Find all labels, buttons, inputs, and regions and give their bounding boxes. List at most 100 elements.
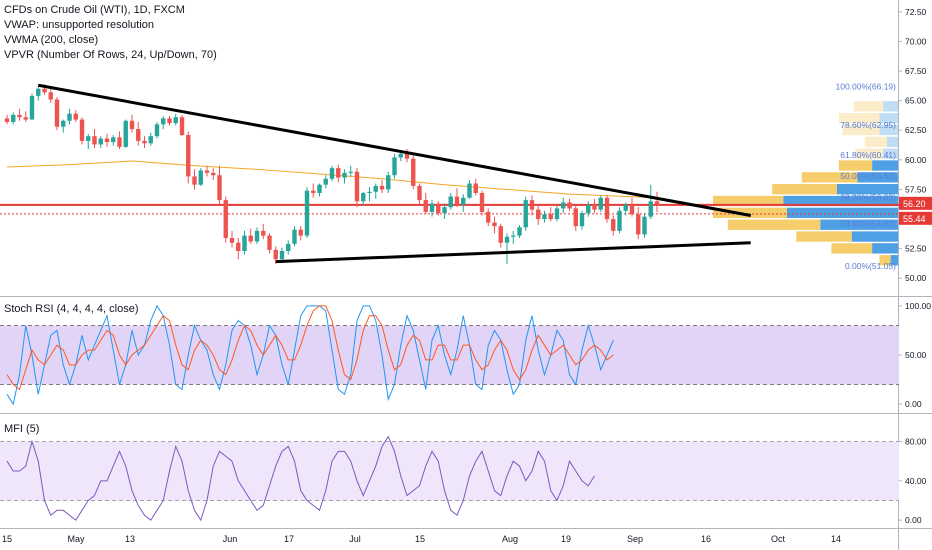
mfi-line [6, 435, 595, 522]
fib-level-label: 23.60%(54.62) [840, 219, 896, 229]
candle-body [104, 138, 110, 143]
time-axis-label: Sep [627, 534, 643, 544]
candle-body [386, 175, 391, 190]
candle-body [123, 120, 128, 147]
volume-profile-down-bar [879, 124, 898, 136]
mfi-tick-label: 0.00 [905, 515, 922, 525]
fib-level-label: 78.60%(62.95) [840, 120, 896, 130]
candle-body [654, 201, 660, 205]
candle-body [404, 153, 410, 159]
candle-body [617, 210, 622, 231]
volume-profile-down-bar [879, 112, 898, 124]
candle-body [279, 251, 285, 260]
candle-body [173, 117, 178, 124]
candle-body [42, 88, 47, 93]
fib-level-label: 38.20%(56.83) [840, 192, 896, 202]
candle-body [217, 175, 222, 201]
candle-body [586, 204, 591, 214]
candle-body [161, 118, 166, 125]
candle-body [554, 208, 560, 220]
candle-body [254, 230, 260, 242]
candle-body [298, 229, 303, 236]
candle-body [454, 196, 460, 205]
candle-body [248, 235, 253, 242]
candle-body [361, 192, 366, 202]
price-tick-label: 57.50 [905, 184, 927, 194]
candle-body [79, 119, 85, 141]
candle-body [423, 200, 428, 212]
candle-body [642, 216, 647, 235]
time-axis-label: Jul [349, 534, 361, 544]
candle-body [92, 136, 97, 145]
candle-body [611, 219, 616, 231]
price-tick-label: 50.00 [905, 273, 927, 283]
candle-body [629, 204, 635, 215]
volume-profile-down-bar [890, 255, 898, 266]
price-tick-label: 52.50 [905, 244, 927, 254]
stoch-rsi-legend[interactable]: Stoch RSI (4, 4, 4, 4, close) [4, 303, 139, 315]
candle-body [417, 185, 422, 201]
mfi-legend[interactable]: MFI (5) [4, 423, 40, 435]
candle-body [573, 208, 578, 227]
fib-level-label: 100.00%(66.19) [836, 82, 897, 92]
candle-body [142, 140, 147, 144]
symbol-title[interactable]: CFDs on Crude Oil (WTI), 1D, FXCM [4, 4, 185, 16]
volume-profile-up-bar [713, 195, 784, 207]
candle-body [561, 202, 566, 209]
volume-profile-up-bar [772, 184, 837, 195]
vwap-legend[interactable]: VWAP: unsupported resolution [4, 19, 155, 31]
time-axis-label: May [67, 534, 85, 544]
candle-body [211, 172, 216, 176]
triangle-trendline [37, 83, 752, 217]
vwma-legend[interactable]: VWMA (200, close) [4, 34, 99, 46]
stoch-rsi-d-line [6, 305, 614, 391]
price-tick-label: 65.00 [905, 96, 927, 106]
candle-body [379, 185, 385, 190]
candle-body [373, 185, 378, 192]
vpvr-legend[interactable]: VPVR (Number Of Rows, 24, Up/Down, 70) [4, 49, 217, 61]
candle-body [23, 117, 28, 120]
volume-profile-up-bar [801, 172, 858, 183]
price-label-box [899, 196, 932, 210]
candle-body [61, 120, 66, 127]
candle-body [436, 203, 441, 214]
candle-body [598, 197, 603, 210]
candle-body [636, 214, 641, 235]
candle-body [529, 200, 535, 210]
candle-body [273, 249, 278, 260]
fib-level-label: 0.00%(51.05) [845, 261, 896, 271]
volume-profile-down-bar [851, 231, 898, 242]
time-axis-label: Aug [502, 534, 518, 544]
volume-profile-up-bar [864, 136, 887, 147]
candle-body [167, 118, 172, 124]
candle-body [267, 235, 272, 250]
candle-body [461, 197, 466, 205]
candle-body [498, 226, 503, 243]
candle-body [486, 211, 491, 223]
candle-body [523, 200, 528, 228]
volume-profile-down-bar [783, 195, 898, 207]
volume-profile-up-bar [727, 219, 821, 230]
candle-body [354, 171, 360, 202]
candle-body [342, 172, 347, 178]
main-pane-legend: CFDs on Crude Oil (WTI), 1D, FXCM VWAP: … [4, 3, 217, 63]
candle-body [236, 242, 241, 252]
candle-body [67, 113, 72, 121]
candle-body [623, 204, 628, 211]
candle-body [304, 190, 310, 236]
time-axis-label: Oct [771, 534, 786, 544]
candle-body [473, 183, 478, 193]
volume-profile-down-bar [857, 172, 898, 183]
stoch-rsi-band [0, 325, 899, 385]
candle-body [329, 168, 335, 179]
time-axis-label: 17 [284, 534, 294, 544]
candle-body [448, 196, 453, 208]
time-axis-label: Jun [223, 534, 238, 544]
candle-body [186, 134, 191, 177]
candle-body [367, 191, 372, 193]
stoch-rsi-k-line [6, 304, 614, 406]
candle-body [411, 158, 416, 186]
volume-profile-up-bar [831, 243, 873, 254]
